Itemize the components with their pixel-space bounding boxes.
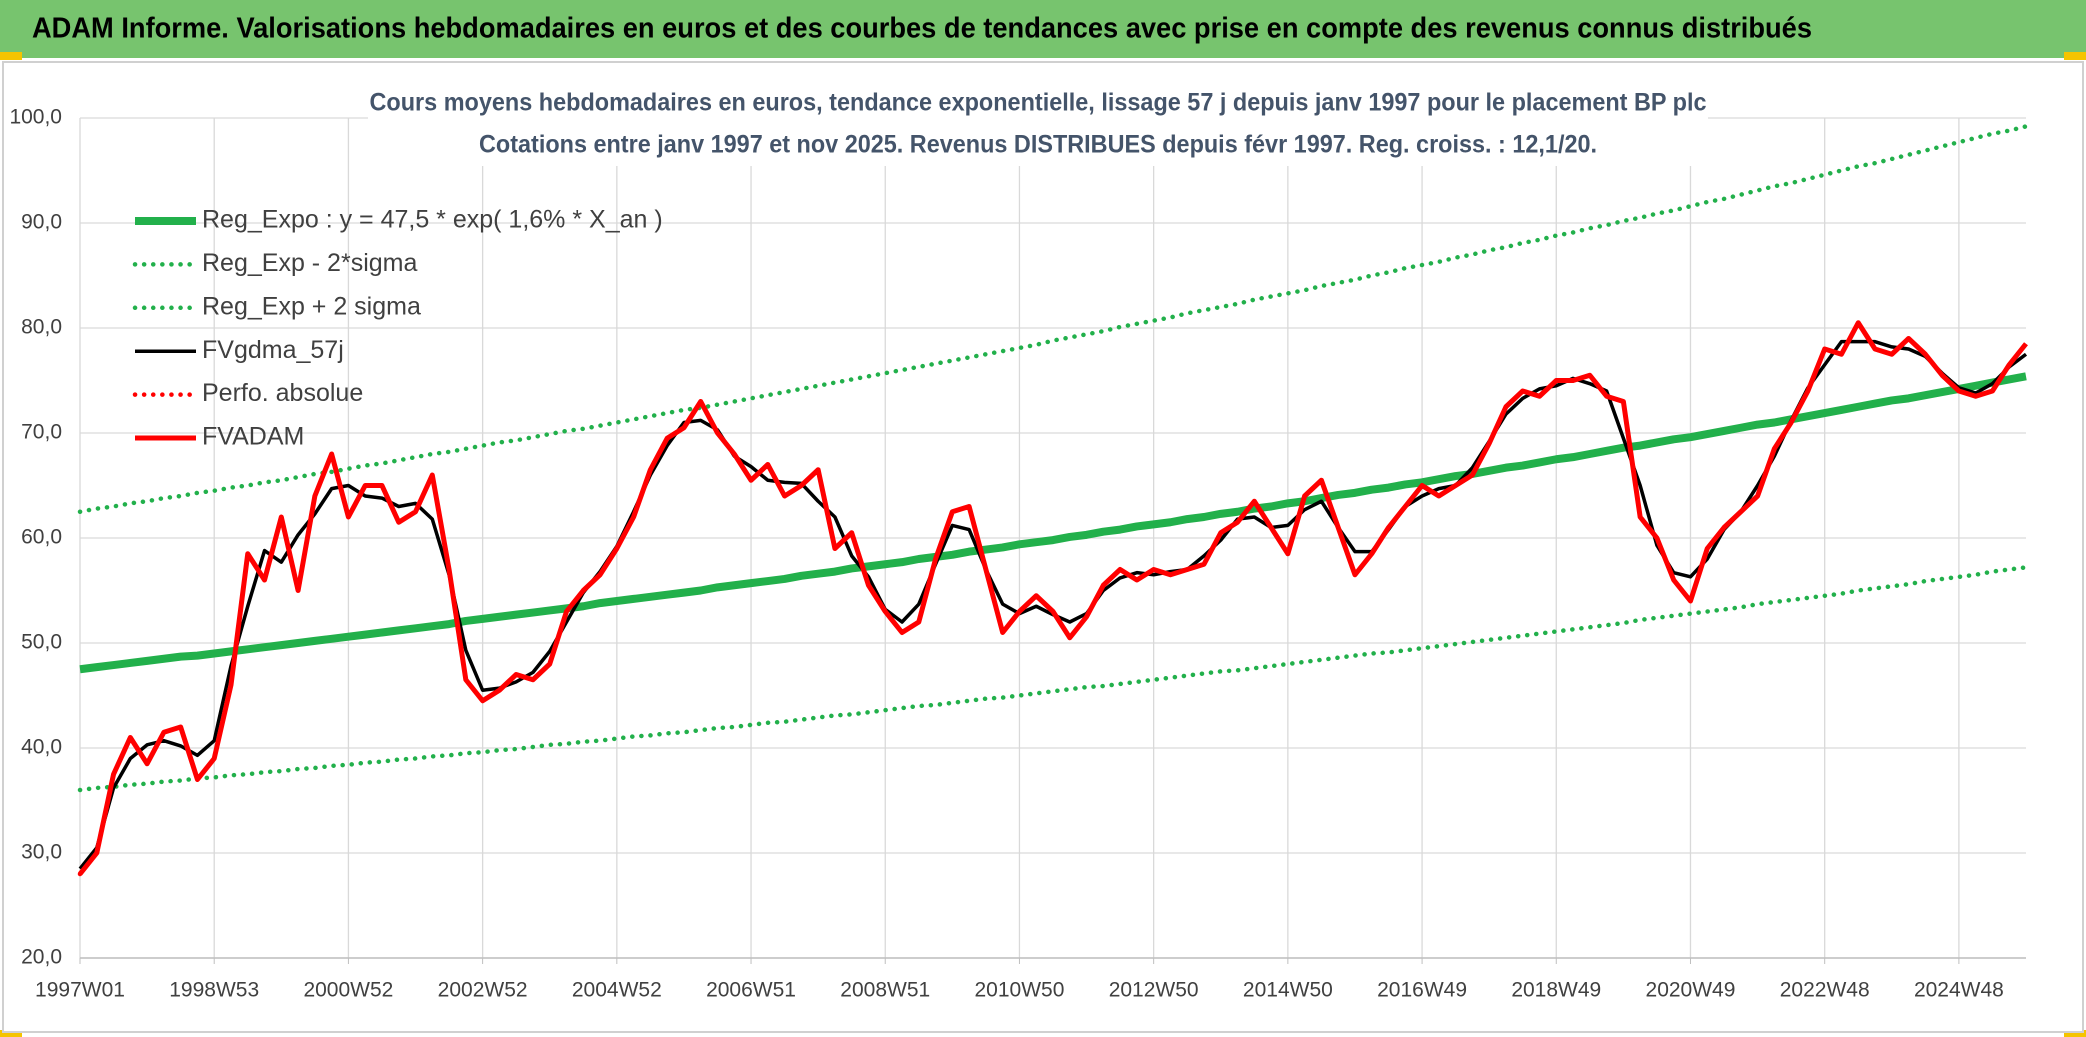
y-tick-label: 80,0 [21,316,62,339]
legend-label: Reg_Expo : y = 47,5 * exp( 1,6% * X_an ) [202,206,663,234]
series-line [77,565,2029,793]
y-tick-label: 100,0 [9,106,62,129]
x-tick-label: 2006W51 [706,979,796,1002]
x-tick-label: 2020W49 [1646,979,1736,1002]
x-tick-label: 2016W49 [1377,979,1467,1002]
corner [2064,52,2086,60]
x-tick-label: 1997W01 [35,979,125,1002]
chart-title: Cours moyens hebdomadaires en euros, ten… [370,89,1707,117]
x-tick-label: 2024W48 [1914,979,2004,1002]
x-tick-label: 2000W52 [303,979,393,1002]
y-tick-label: 70,0 [21,421,62,444]
legend: Reg_Expo : y = 47,5 * exp( 1,6% * X_an )… [132,206,663,451]
plot: 20,0 30,0 40,0 50,0 60,0 70,0 80,0 90,0 100,0 199… [9,106,2029,1002]
chart-area [2,61,2084,1033]
x-tick-label: 2012W50 [1109,979,1199,1002]
x-tick-label: 2008W51 [840,979,930,1002]
legend-label: Perfo. absolue [202,379,363,407]
corner [0,52,22,60]
title-backdrop [368,86,1708,166]
header-bar [0,0,2086,58]
y-tick-label: 90,0 [21,211,62,234]
series-line [79,372,2027,674]
y-tick-label: 50,0 [21,631,62,654]
corner [2064,1030,2086,1037]
page-title: ADAM Informe. Valorisations hebdomadaire… [32,13,1812,45]
x-tick-label: 2014W50 [1243,979,1333,1002]
corner [0,1030,22,1037]
y-tick-label: 20,0 [21,946,62,969]
legend-label: Reg_Exp + 2 sigma [202,292,421,320]
y-tick-label: 30,0 [21,841,62,864]
y-tick-label: 60,0 [21,526,62,549]
legend-label: FVADAM [202,423,304,451]
x-tick-label: 2002W52 [438,979,528,1002]
legend-label: Reg_Exp - 2*sigma [202,249,417,277]
series-line [78,320,2028,876]
series-line [77,124,2029,514]
x-tick-label: 1998W53 [169,979,259,1002]
x-tick-label: 2004W52 [572,979,662,1002]
x-tick-label: 2022W48 [1780,979,1870,1002]
chart-subtitle: Cotations entre janv 1997 et nov 2025. R… [479,131,1597,159]
x-tick-label: 2018W49 [1511,979,1601,1002]
y-tick-label: 40,0 [21,736,62,759]
legend-label: FVgdma_57j [202,336,344,364]
x-tick-label: 2010W50 [974,979,1064,1002]
